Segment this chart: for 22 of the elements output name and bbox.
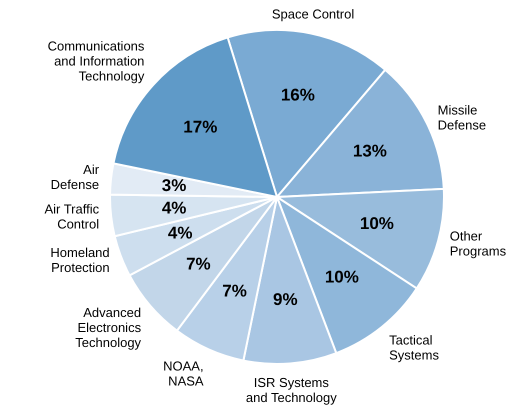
slice-label: Other Programs bbox=[450, 228, 507, 258]
slice-label: ISR Systems and Technology bbox=[246, 374, 338, 405]
slice-label: NOAA, NASA bbox=[163, 358, 204, 388]
data-label: 17% bbox=[183, 117, 218, 136]
data-label: 7% bbox=[222, 281, 247, 300]
data-label: 10% bbox=[324, 268, 359, 287]
data-label: 16% bbox=[280, 86, 315, 105]
data-label: 7% bbox=[186, 254, 211, 274]
slice-label: Missile Defense bbox=[438, 102, 486, 132]
slice-label: Air Defense bbox=[50, 162, 100, 192]
data-label: 13% bbox=[352, 141, 387, 160]
slice-label: Space Control bbox=[272, 6, 354, 22]
data-label: 4% bbox=[162, 198, 186, 218]
slice-label: Communications and Information Technology bbox=[48, 38, 145, 84]
data-label: 9% bbox=[272, 290, 298, 310]
slice-label: Homeland Protection bbox=[50, 245, 110, 276]
slice-label: Advanced Electronics Technology bbox=[75, 305, 142, 350]
slice-label: Tactical Systems bbox=[389, 332, 440, 363]
data-label: 4% bbox=[168, 224, 192, 243]
slice-label: Air Traffic Control bbox=[44, 201, 100, 232]
data-label: 3% bbox=[162, 176, 186, 195]
data-label: 10% bbox=[360, 214, 394, 234]
